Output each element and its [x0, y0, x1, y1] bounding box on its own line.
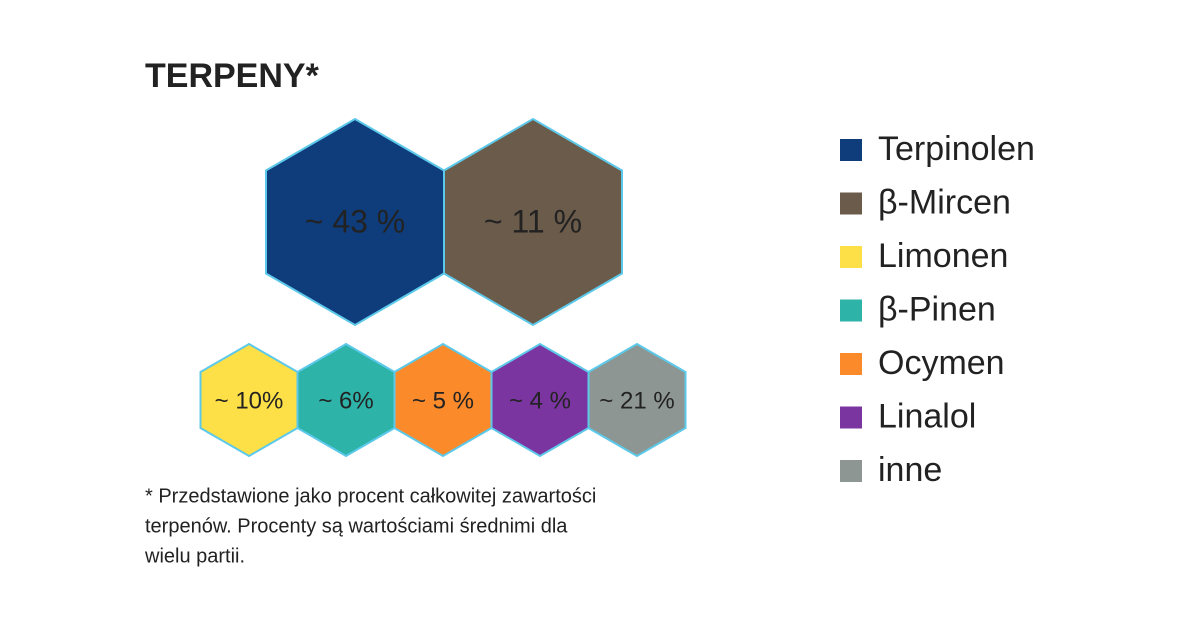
footnote: terpenów. Procenty są wartościami średni… — [145, 515, 568, 537]
footnote: wielu partii. — [144, 545, 245, 567]
value-label: ~ 11 % — [484, 203, 582, 239]
legend-label: inne — [878, 451, 942, 489]
legend-label: β-Pinen — [878, 290, 996, 328]
legend-swatch — [840, 460, 862, 482]
chart-title: TERPENY* — [145, 57, 320, 95]
hexagon — [587, 342, 687, 458]
legend-label: Linalol — [878, 397, 976, 435]
value-label: ~ 21 % — [599, 387, 674, 414]
legend-label: Terpinolen — [878, 130, 1035, 168]
legend-swatch — [840, 353, 862, 375]
legend-swatch — [840, 246, 862, 268]
value-label: ~ 4 % — [509, 387, 571, 414]
value-label: ~ 43 % — [305, 203, 406, 239]
legend-swatch — [840, 192, 862, 215]
value-label: ~ 5 % — [412, 387, 474, 414]
footnote: * Przedstawione jako procent całkowitej … — [145, 485, 596, 507]
value-label: ~ 6% — [318, 387, 373, 414]
hexagon — [443, 117, 623, 327]
legend-label: Limonen — [878, 237, 1008, 275]
legend-label: Ocymen — [878, 344, 1005, 382]
legend-swatch — [840, 299, 862, 322]
legend-swatch — [840, 406, 862, 429]
legend-label: β-Mircen — [878, 183, 1011, 221]
value-label: ~ 10% — [215, 387, 284, 414]
legend-swatch — [840, 139, 862, 161]
